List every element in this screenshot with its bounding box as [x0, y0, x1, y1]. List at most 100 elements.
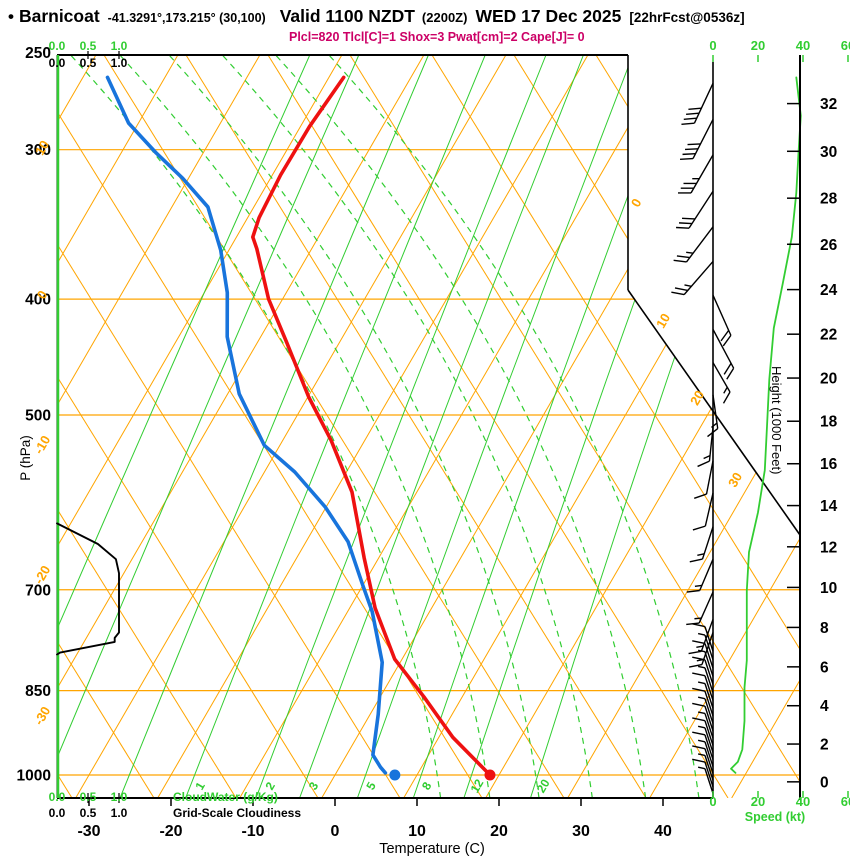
speed-tick-label: 60: [841, 794, 850, 809]
wind-barb: [680, 119, 714, 160]
wind-barb: [697, 665, 714, 693]
wind-barb: [697, 649, 714, 677]
cloudiness-scale-tick: 0.0: [49, 806, 66, 820]
temperature-axis: -30 -20 -10 0 10 20 30 40 Temperature (C): [77, 798, 672, 857]
temperature-curve: [251, 75, 492, 777]
cloudwater-scale-tick: 1.0: [111, 790, 128, 804]
pressure-tick-label: 500: [25, 408, 51, 425]
cloudiness-scale-tick: 0.5: [80, 56, 97, 70]
cloudwater-scale-tick: 0.0: [49, 790, 66, 804]
temperature-tick-label: 0: [331, 823, 340, 840]
wind-barb: [686, 558, 714, 593]
valid-time-utc: (2200Z): [421, 10, 468, 25]
wind-barb: [692, 687, 714, 717]
dewpoint-curve: [105, 75, 388, 775]
surface-temperature-dot: [484, 769, 496, 781]
isotherm-label: 10: [653, 311, 673, 331]
forecast-tag: [22hrFcst@0536z]: [629, 10, 745, 25]
height-tick-label: 6: [820, 659, 829, 676]
wind-barb: [697, 766, 714, 794]
wind-barb: [697, 753, 714, 781]
height-tick-label: 32: [820, 96, 837, 113]
wind-barb: [692, 640, 714, 669]
cloudwater-scale-tick: 0.5: [80, 39, 97, 53]
mixing-ratio-label: 5: [363, 779, 379, 792]
temperature-tick-label: 30: [572, 823, 590, 840]
mixing-ratio-line: [185, 55, 486, 798]
dewpoint-trace: [105, 75, 388, 775]
height-tick-label: 0: [820, 774, 829, 791]
height-tick-label: 4: [820, 698, 829, 715]
pressure-axis: 250 300 400 500 700 850 1000 P (hPa): [17, 45, 51, 785]
height-tick-label: 12: [820, 539, 837, 556]
speed-tick-label: 20: [751, 38, 765, 53]
mixing-ratio-line: [57, 55, 311, 798]
wind-barb: [697, 696, 714, 724]
valid-time: Valid 1100 NZDT: [279, 6, 415, 26]
moist-adiabat: [119, 55, 491, 798]
speed-curve: [730, 76, 802, 774]
wind-barb: [692, 758, 714, 788]
height-tick-label: 22: [820, 327, 837, 344]
temperature-tick-label: 40: [654, 823, 672, 840]
speed-tick-label: 20: [751, 794, 765, 809]
wind-barb: [697, 725, 714, 753]
station-coords: -41.3291°,173.215° (30,100): [107, 11, 266, 25]
wind-barb: [692, 623, 714, 652]
cloudiness-scale-tick: 1.0: [111, 806, 128, 820]
mixing-ratio-line: [255, 55, 547, 798]
temperature-trace: [251, 75, 492, 777]
mixing-ratio-line: [57, 55, 360, 798]
speed-tick-label: 60: [841, 38, 850, 53]
cloud-scales: 0.0 0.0 0.0 0.0 0.5 0.5 0.5 0.5 1.0 1.0 1.0 1.0 Clou…: [49, 39, 302, 820]
isotherm-label: 20: [687, 388, 707, 408]
mixing-ratio-line: [530, 55, 781, 798]
wind-barb: [692, 492, 714, 531]
moist-adiabat: [70, 55, 442, 798]
wind-barb: [697, 711, 714, 739]
moist-adiabat: [328, 55, 700, 798]
wind-barb: [697, 427, 714, 468]
wind-barb: [712, 294, 732, 347]
mixing-ratio-line: [119, 55, 429, 798]
pressure-tick-label: 700: [25, 582, 51, 599]
wind-barbs: [671, 62, 735, 798]
pressure-tick-label: 300: [25, 142, 51, 159]
mixing-ratio-label: 20: [534, 776, 553, 795]
cloudiness-profile: [56, 522, 120, 656]
wind-barb: [692, 656, 714, 685]
valid-date: WED 17 Dec 2025: [475, 6, 622, 26]
pressure-tick-label: 850: [25, 683, 51, 700]
mixing-ratio-line: [299, 55, 584, 798]
temperature-tick-label: 20: [490, 823, 508, 840]
moist-adiabat: [275, 55, 647, 798]
speed-trace: [730, 76, 802, 774]
isotherm-label: 0: [628, 196, 645, 210]
speed-tick-label: 40: [796, 794, 810, 809]
speed-tick-label: 40: [796, 38, 810, 53]
isotherm-label: -10: [31, 433, 53, 457]
moist-adiabat: [221, 55, 593, 798]
height-tick-label: 24: [820, 282, 838, 299]
wind-barb: [673, 226, 714, 263]
height-tick-label: 20: [820, 371, 837, 388]
cloudiness-scale-tick: 1.0: [111, 56, 128, 70]
cloudwater-label: CloudWater (g/Kg): [173, 790, 278, 804]
wind-barb: [692, 717, 714, 746]
temperature-tick-label: -20: [159, 823, 182, 840]
speed-scale: 00202040406060Speed (kt): [709, 38, 850, 824]
moist-adiabat: [168, 55, 540, 798]
speed-tick-label: 0: [709, 794, 716, 809]
title-bar: • Barnicoat -41.3291°,173.215° (30,100) …: [8, 6, 850, 27]
height-tick-label: 28: [820, 191, 838, 208]
height-tick-label: 10: [820, 580, 837, 597]
mixing-ratio-label: 12: [468, 776, 487, 795]
temperature-tick-label: -10: [241, 823, 264, 840]
wind-barb: [692, 702, 714, 732]
wind-barb: [693, 460, 714, 499]
isotherm-label: 30: [725, 470, 745, 490]
sounding-parameters: Plcl=820 Tlcl[C]=1 Shox=3 Pwat[cm]=2 Cap…: [289, 30, 585, 44]
height-tick-label: 16: [820, 456, 838, 473]
